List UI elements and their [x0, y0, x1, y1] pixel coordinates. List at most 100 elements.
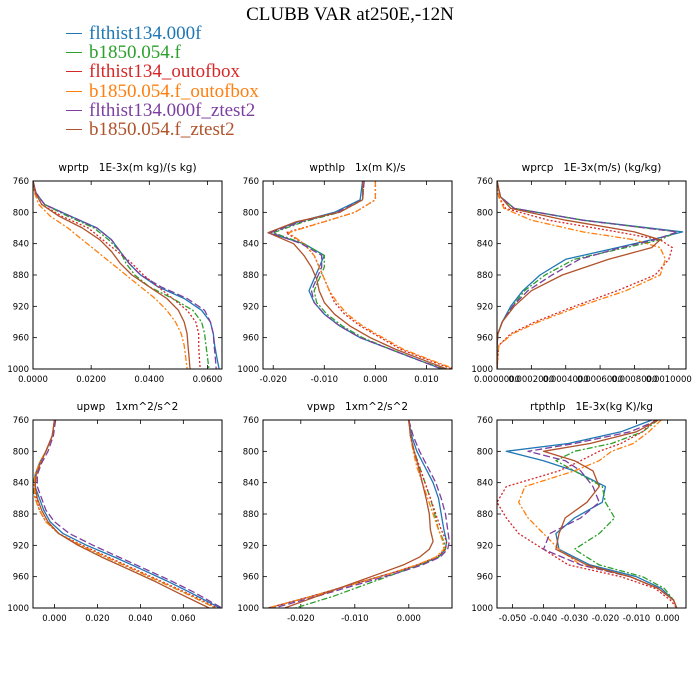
x-tick-label: -0.010 — [341, 614, 368, 624]
series-line — [497, 181, 679, 369]
legend-swatch — [66, 71, 82, 73]
y-tick-label: 920 — [477, 541, 493, 551]
panel-title: rtpthlp 1E-3x(kg K)/kg — [530, 401, 653, 413]
series-line — [295, 420, 447, 608]
series-line — [527, 420, 678, 608]
y-tick-label: 960 — [13, 334, 29, 344]
series-line — [497, 181, 684, 369]
legend-item: b1850.054.f_ztest2 — [66, 120, 259, 139]
legend: flthist134.000f b1850.054.f flthist134_out… — [66, 24, 259, 139]
y-tick-label: 960 — [477, 573, 493, 583]
y-tick-label: 920 — [13, 541, 29, 551]
chart-panel: wprcp 1E-3x(m/s) (kg/kg) 760 800 840 880 920 9… — [471, 162, 691, 385]
series-line — [267, 181, 443, 369]
series-line — [36, 420, 222, 608]
x-tick-label: -0.040 — [530, 614, 557, 624]
series-line — [34, 420, 221, 608]
y-tick-label: 920 — [243, 541, 259, 551]
plot-frame — [262, 180, 453, 370]
x-tick-label: -0.010 — [311, 375, 338, 385]
series-group — [33, 181, 220, 369]
x-tick-label: 0.060 — [171, 614, 195, 624]
legend-label: b1850.054.f_outofbox — [89, 80, 259, 102]
series-line — [268, 420, 448, 608]
series-line — [270, 181, 443, 369]
series-group — [497, 420, 678, 608]
chart-panel: vpwp 1xm^2/s^2 760 800 840 880 920 960 1000 -0.0… — [237, 401, 453, 624]
series-line — [518, 420, 678, 608]
y-tick-label: 800 — [477, 208, 493, 218]
x-tick-label: -0.030 — [561, 614, 588, 624]
plot-frame — [496, 180, 687, 370]
x-tick-label: 0.000 — [397, 614, 421, 624]
y-tick-label: 800 — [477, 447, 493, 457]
y-tick-label: 1000 — [237, 365, 259, 375]
y-tick-label: 760 — [13, 177, 29, 187]
series-line — [33, 181, 188, 369]
page-title: CLUBB VAR at250E,-12N — [246, 4, 454, 25]
y-tick-label: 760 — [13, 416, 29, 426]
legend-label: flthist134.000f — [89, 23, 202, 45]
x-tick-label: -0.010 — [623, 614, 650, 624]
y-tick-label: 840 — [477, 240, 493, 250]
series-line — [497, 181, 667, 369]
chart-panel: wprtp 1E-3x(m kg)/(s kg) 760 800 840 880 920 9… — [7, 162, 223, 385]
legend-label: b1850.054.f — [89, 42, 181, 64]
series-line — [267, 181, 448, 369]
series-line — [497, 181, 673, 369]
chart-panel: upwp 1xm^2/s^2 760 800 840 880 920 960 1000 0.00… — [7, 401, 223, 624]
y-tick-label: 920 — [477, 302, 493, 312]
panel-title: upwp 1xm^2/s^2 — [77, 401, 179, 413]
legend-label: flthist134.000f_ztest2 — [89, 99, 256, 121]
legend-swatch — [66, 52, 82, 54]
panel-title: vpwp 1xm^2/s^2 — [307, 401, 408, 413]
y-tick-label: 920 — [243, 302, 259, 312]
x-tick-label: 0.020 — [85, 614, 109, 624]
y-tick-label: 880 — [477, 510, 493, 520]
series-line — [268, 420, 445, 608]
x-tick-label: 0.0000000 — [474, 375, 520, 385]
panel-title: wpthlp 1x(m K)/s — [309, 162, 405, 174]
legend-swatch — [66, 33, 82, 35]
x-tick-label: 0.000 — [655, 614, 679, 624]
series-line — [34, 420, 210, 608]
y-tick-label: 800 — [243, 447, 259, 457]
legend-item: flthist134.000f — [66, 24, 259, 43]
y-tick-label: 760 — [243, 177, 259, 187]
y-tick-label: 960 — [243, 334, 259, 344]
y-tick-label: 880 — [13, 510, 29, 520]
x-tick-label: -0.020 — [260, 375, 287, 385]
y-tick-label: 880 — [243, 271, 259, 281]
x-tick-label: -0.050 — [499, 614, 526, 624]
legend-swatch — [66, 109, 82, 111]
y-tick-label: 840 — [243, 479, 259, 489]
y-tick-label: 880 — [13, 271, 29, 281]
series-line — [34, 420, 218, 608]
series-line — [555, 420, 678, 608]
series-group — [497, 181, 684, 369]
series-line — [284, 420, 434, 608]
panel-title: wprcp 1E-3x(m/s) (kg/kg) — [522, 162, 662, 174]
series-line — [505, 420, 678, 608]
series-group — [267, 181, 452, 369]
legend-swatch — [66, 129, 82, 131]
x-tick-label: 0.0600 — [193, 375, 223, 385]
plot-frame — [32, 419, 223, 609]
x-tick-label: 0.0400 — [134, 375, 164, 385]
y-tick-label: 960 — [13, 573, 29, 583]
x-tick-label: 0.0010000 — [646, 375, 692, 385]
series-group — [268, 420, 450, 608]
x-tick-label: 0.040 — [128, 614, 152, 624]
chart-panel: wpthlp 1x(m K)/s7608008408809209601000-0… — [237, 162, 453, 385]
legend-item: b1850.054.f — [66, 43, 259, 62]
y-tick-label: 960 — [243, 573, 259, 583]
x-tick-label: 0.0000 — [18, 375, 48, 385]
series-line — [542, 420, 678, 608]
x-tick-label: 0.0006000 — [577, 375, 623, 385]
y-tick-label: 760 — [477, 416, 493, 426]
series-line — [497, 181, 661, 369]
x-tick-label: -0.020 — [592, 614, 619, 624]
y-tick-label: 760 — [243, 416, 259, 426]
x-tick-label: 0.0008000 — [611, 375, 657, 385]
y-tick-label: 1000 — [7, 604, 29, 614]
